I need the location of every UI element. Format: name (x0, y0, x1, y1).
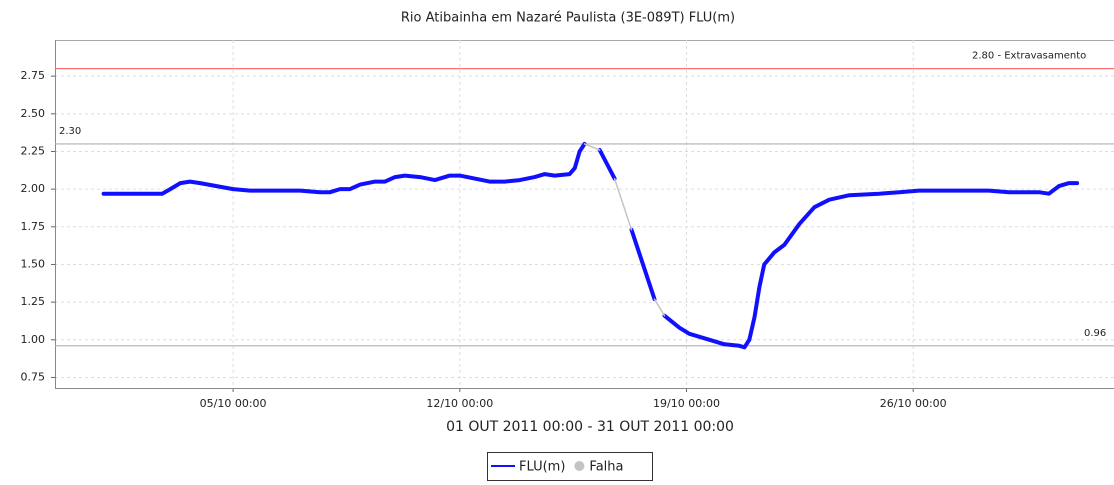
data-line (662, 181, 1080, 350)
y-tick-label: 1.25 (21, 295, 46, 308)
reference-label: 0.96 (1084, 328, 1106, 339)
data-line (629, 227, 657, 302)
x-tick-label: 19/10 00:00 (653, 397, 720, 410)
y-tick-label: 2.75 (21, 69, 46, 82)
y-tick-label: 0.75 (21, 370, 46, 383)
y-tick-label: 1.50 (21, 257, 46, 270)
data-line (613, 177, 633, 231)
data-line (583, 143, 601, 151)
plot-area (55, 40, 1114, 388)
legend-label: FLU(m) (519, 460, 565, 475)
x-axis-label: 01 OUT 2011 00:00 - 31 OUT 2011 00:00 (446, 419, 734, 435)
x-tick-label: 05/10 00:00 (200, 397, 267, 410)
x-tick-label: 26/10 00:00 (880, 397, 947, 410)
y-tick-label: 1.75 (21, 220, 46, 233)
y-tick-label: 2.00 (21, 182, 46, 195)
data-line (597, 148, 617, 181)
reference-label: 2.30 (59, 126, 81, 137)
legend-symbol (574, 461, 585, 471)
y-tick-label: 2.50 (21, 107, 46, 120)
x-tick-label: 12/10 00:00 (426, 397, 493, 410)
legend-label: Falha (589, 460, 623, 475)
data-line (101, 141, 587, 196)
chart-title: Rio Atibainha em Nazaré Paulista (3E-089… (401, 11, 735, 26)
y-tick-label: 2.25 (21, 144, 46, 157)
data-line (653, 298, 666, 317)
reference-label: 2.80 - Extravasamento (972, 51, 1086, 62)
y-tick-label: 1.00 (21, 333, 46, 346)
